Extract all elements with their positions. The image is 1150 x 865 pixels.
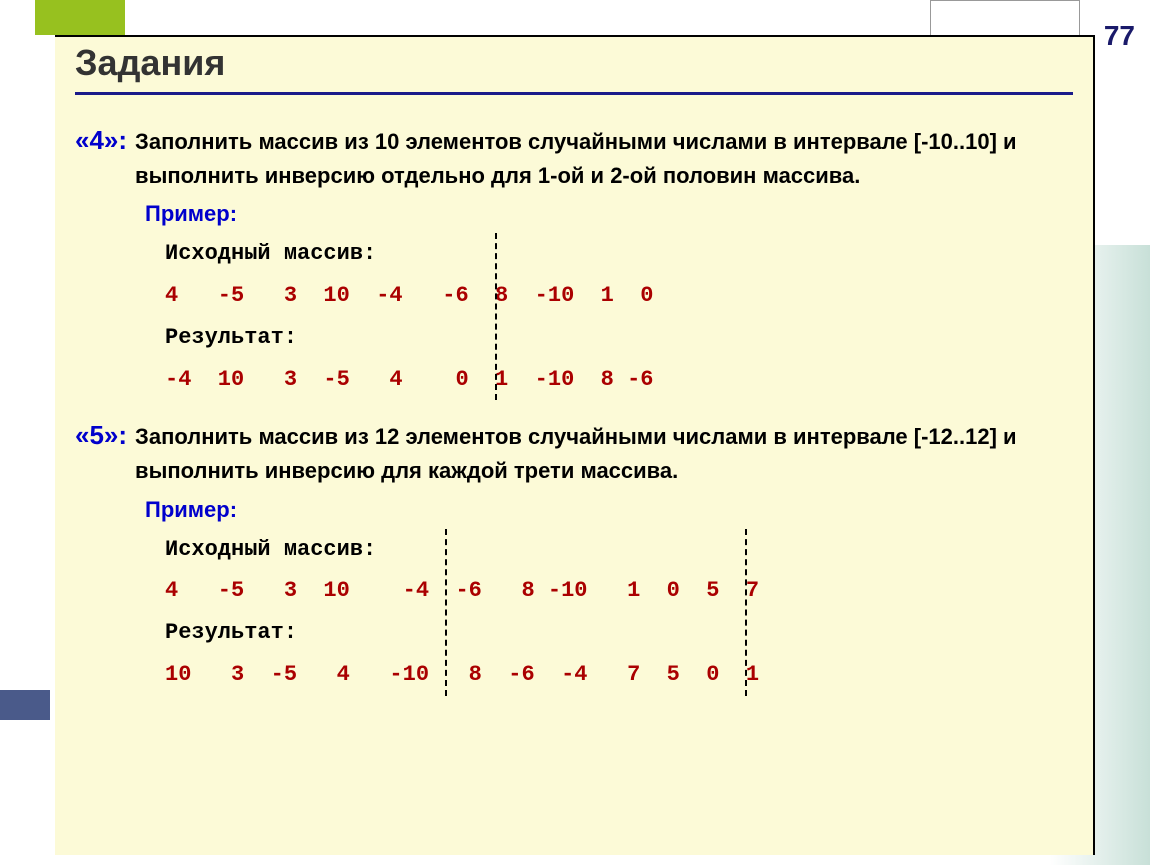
title-underline bbox=[75, 92, 1073, 95]
task-4-head: «4»: Заполнить массив из 10 элементов сл… bbox=[75, 125, 1073, 193]
src-row-5: 4 -5 3 10 -4 -6 8 -10 1 0 5 7 bbox=[165, 570, 1073, 612]
task-5-head: «5»: Заполнить массив из 12 элементов сл… bbox=[75, 420, 1073, 488]
example-label-5: Пример: bbox=[145, 497, 1073, 523]
grade-label-4: «4»: bbox=[75, 125, 127, 156]
mono-block-5: Исходный массив: 4 -5 3 10 -4 -6 8 -10 1… bbox=[165, 529, 1073, 696]
slide-title: Задания bbox=[75, 42, 1073, 84]
task-4: «4»: Заполнить массив из 10 элементов сл… bbox=[75, 125, 1073, 400]
page-number: 77 bbox=[1104, 20, 1135, 52]
mono-block-4: Исходный массив: 4 -5 3 10 -4 -6 8 -10 1… bbox=[165, 233, 1073, 400]
res-row-4: -4 10 3 -5 4 0 1 -10 8 -6 bbox=[165, 359, 1073, 401]
src-label-4: Исходный массив: bbox=[165, 233, 1073, 275]
deco-top-green bbox=[35, 0, 125, 35]
res-label-5: Результат: bbox=[165, 612, 1073, 654]
deco-left-bar bbox=[0, 690, 50, 720]
example-label-4: Пример: bbox=[145, 201, 1073, 227]
src-row-4: 4 -5 3 10 -4 -6 8 -10 1 0 bbox=[165, 275, 1073, 317]
res-row-5: 10 3 -5 4 -10 8 -6 -4 7 5 0 1 bbox=[165, 654, 1073, 696]
divider-5a bbox=[445, 529, 447, 696]
task-4-text: Заполнить массив из 10 элементов случайн… bbox=[135, 125, 1073, 193]
src-label-5: Исходный массив: bbox=[165, 529, 1073, 571]
res-label-4: Результат: bbox=[165, 317, 1073, 359]
divider-4 bbox=[495, 233, 497, 400]
task-5: «5»: Заполнить массив из 12 элементов сл… bbox=[75, 420, 1073, 695]
divider-5b bbox=[745, 529, 747, 696]
grade-label-5: «5»: bbox=[75, 420, 127, 451]
slide-body: Задания «4»: Заполнить массив из 10 элем… bbox=[55, 35, 1095, 855]
task-5-text: Заполнить массив из 12 элементов случайн… bbox=[135, 420, 1073, 488]
